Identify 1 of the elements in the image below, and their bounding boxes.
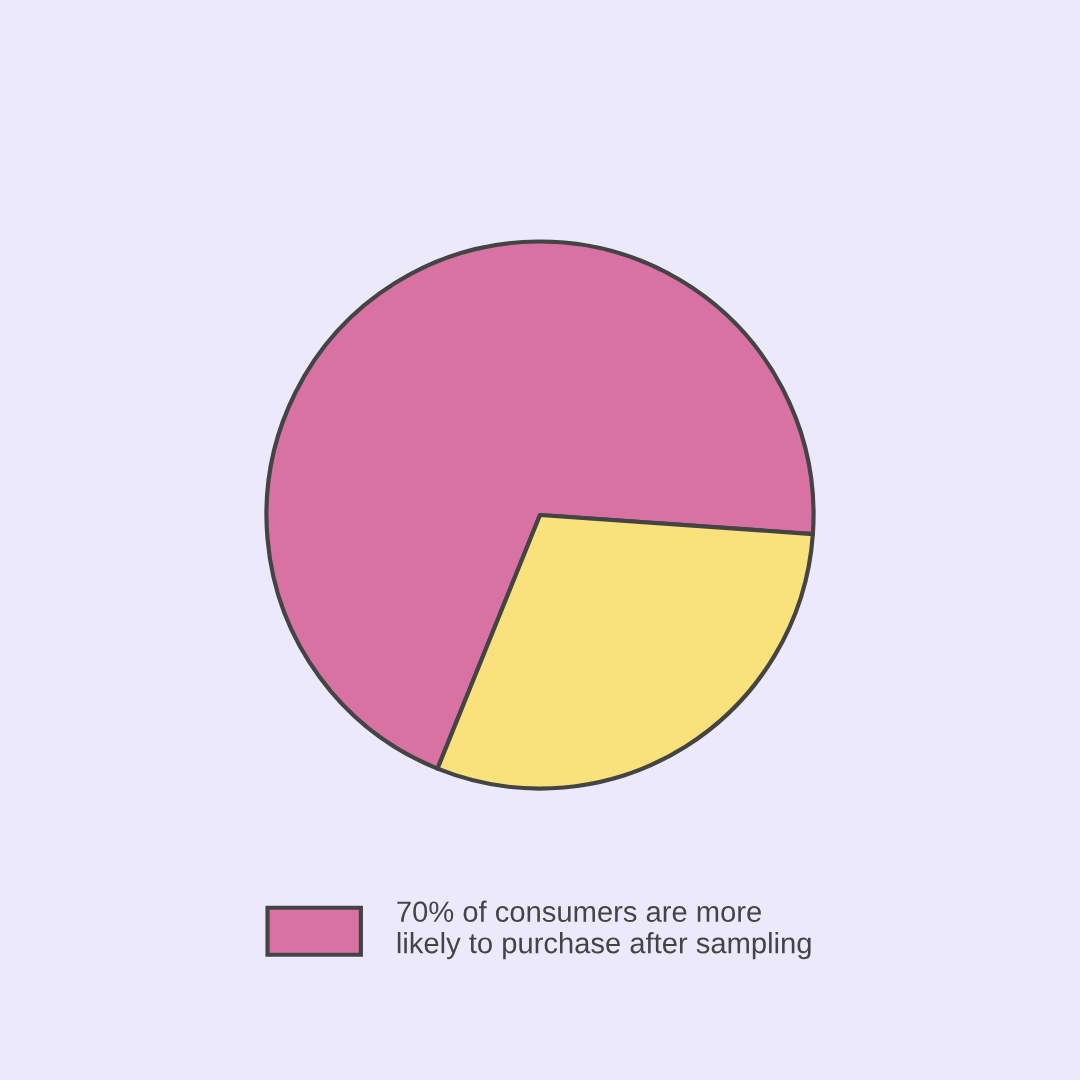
legend-label: 70% of consumers are more likely to purchase after sampling bbox=[397, 900, 811, 960]
